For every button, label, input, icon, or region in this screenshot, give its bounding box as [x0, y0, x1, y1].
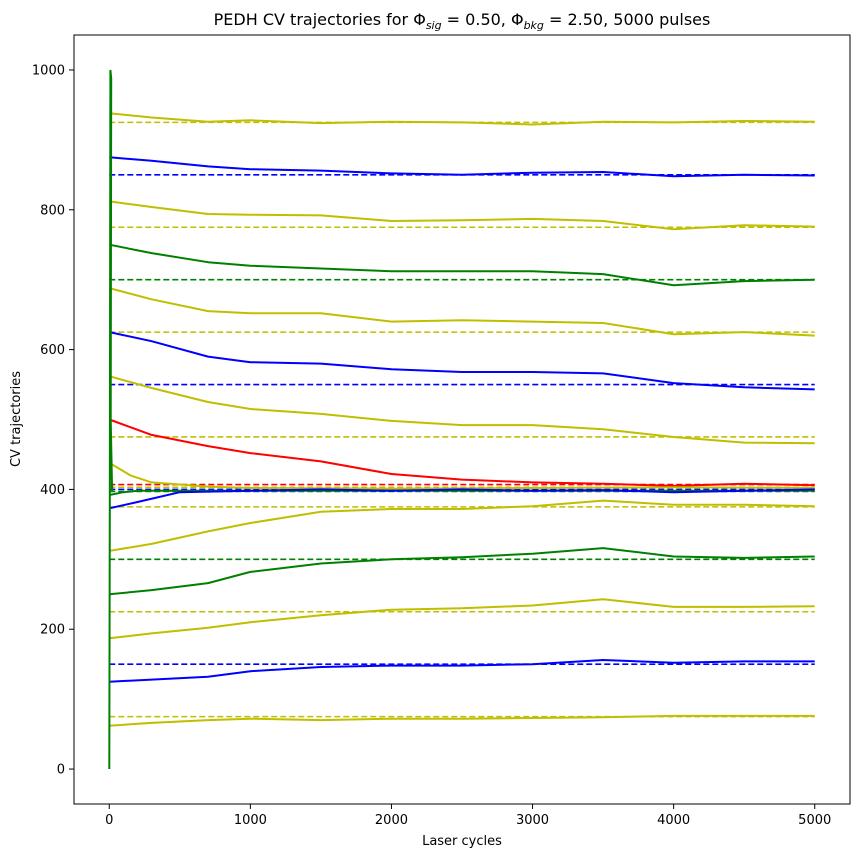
x-tick-label: 4000 — [657, 813, 690, 828]
trajectory-line-6 — [109, 375, 815, 445]
x-tick-label: 5000 — [798, 813, 831, 828]
trajectory-line-14 — [109, 659, 815, 683]
y-tick-label: 600 — [40, 343, 65, 358]
y-tick-label: 200 — [40, 623, 65, 638]
y-tick-label: 0 — [57, 763, 65, 778]
trajectory-line-8 — [108, 461, 815, 490]
trajectory-line-5 — [109, 331, 815, 391]
x-tick-label: 2000 — [375, 813, 408, 828]
y-axis: 0 200 400 600 800 1000 — [32, 63, 74, 778]
bkg-subscript: bkg — [524, 19, 544, 32]
trajectory-line-10 — [109, 488, 815, 510]
x-tick-label: 1000 — [234, 813, 267, 828]
y-tick-label: 400 — [40, 483, 65, 498]
trajectory-line-7 — [108, 418, 815, 487]
x-axis: 0 1000 2000 3000 4000 5000 — [105, 804, 831, 828]
trajectory-line-4 — [109, 287, 815, 337]
trajectory-line-12 — [109, 547, 815, 596]
plot-area — [108, 69, 815, 770]
initial-spike-0 — [108, 69, 114, 770]
y-tick-label: 800 — [40, 203, 65, 218]
trajectory-line-13 — [109, 598, 815, 640]
x-tick-label: 3000 — [516, 813, 549, 828]
trajectory-line-11 — [109, 499, 815, 552]
trajectory-line-1 — [109, 156, 815, 178]
y-axis-label: CV trajectories — [9, 371, 24, 467]
x-axis-label: Laser cycles — [422, 834, 502, 849]
x-tick-label: 0 — [105, 813, 113, 828]
trajectory-line-15 — [109, 714, 815, 727]
sig-subscript: sig — [426, 19, 442, 32]
trajectory-line-0 — [109, 112, 815, 126]
y-tick-label: 1000 — [32, 63, 65, 78]
plot-frame — [73, 34, 851, 805]
trajectory-line-3 — [109, 243, 815, 287]
chart-title: PEDH CV trajectories for Φsig = 0.50, Φb… — [214, 10, 711, 32]
trajectory-line-2 — [109, 200, 815, 231]
